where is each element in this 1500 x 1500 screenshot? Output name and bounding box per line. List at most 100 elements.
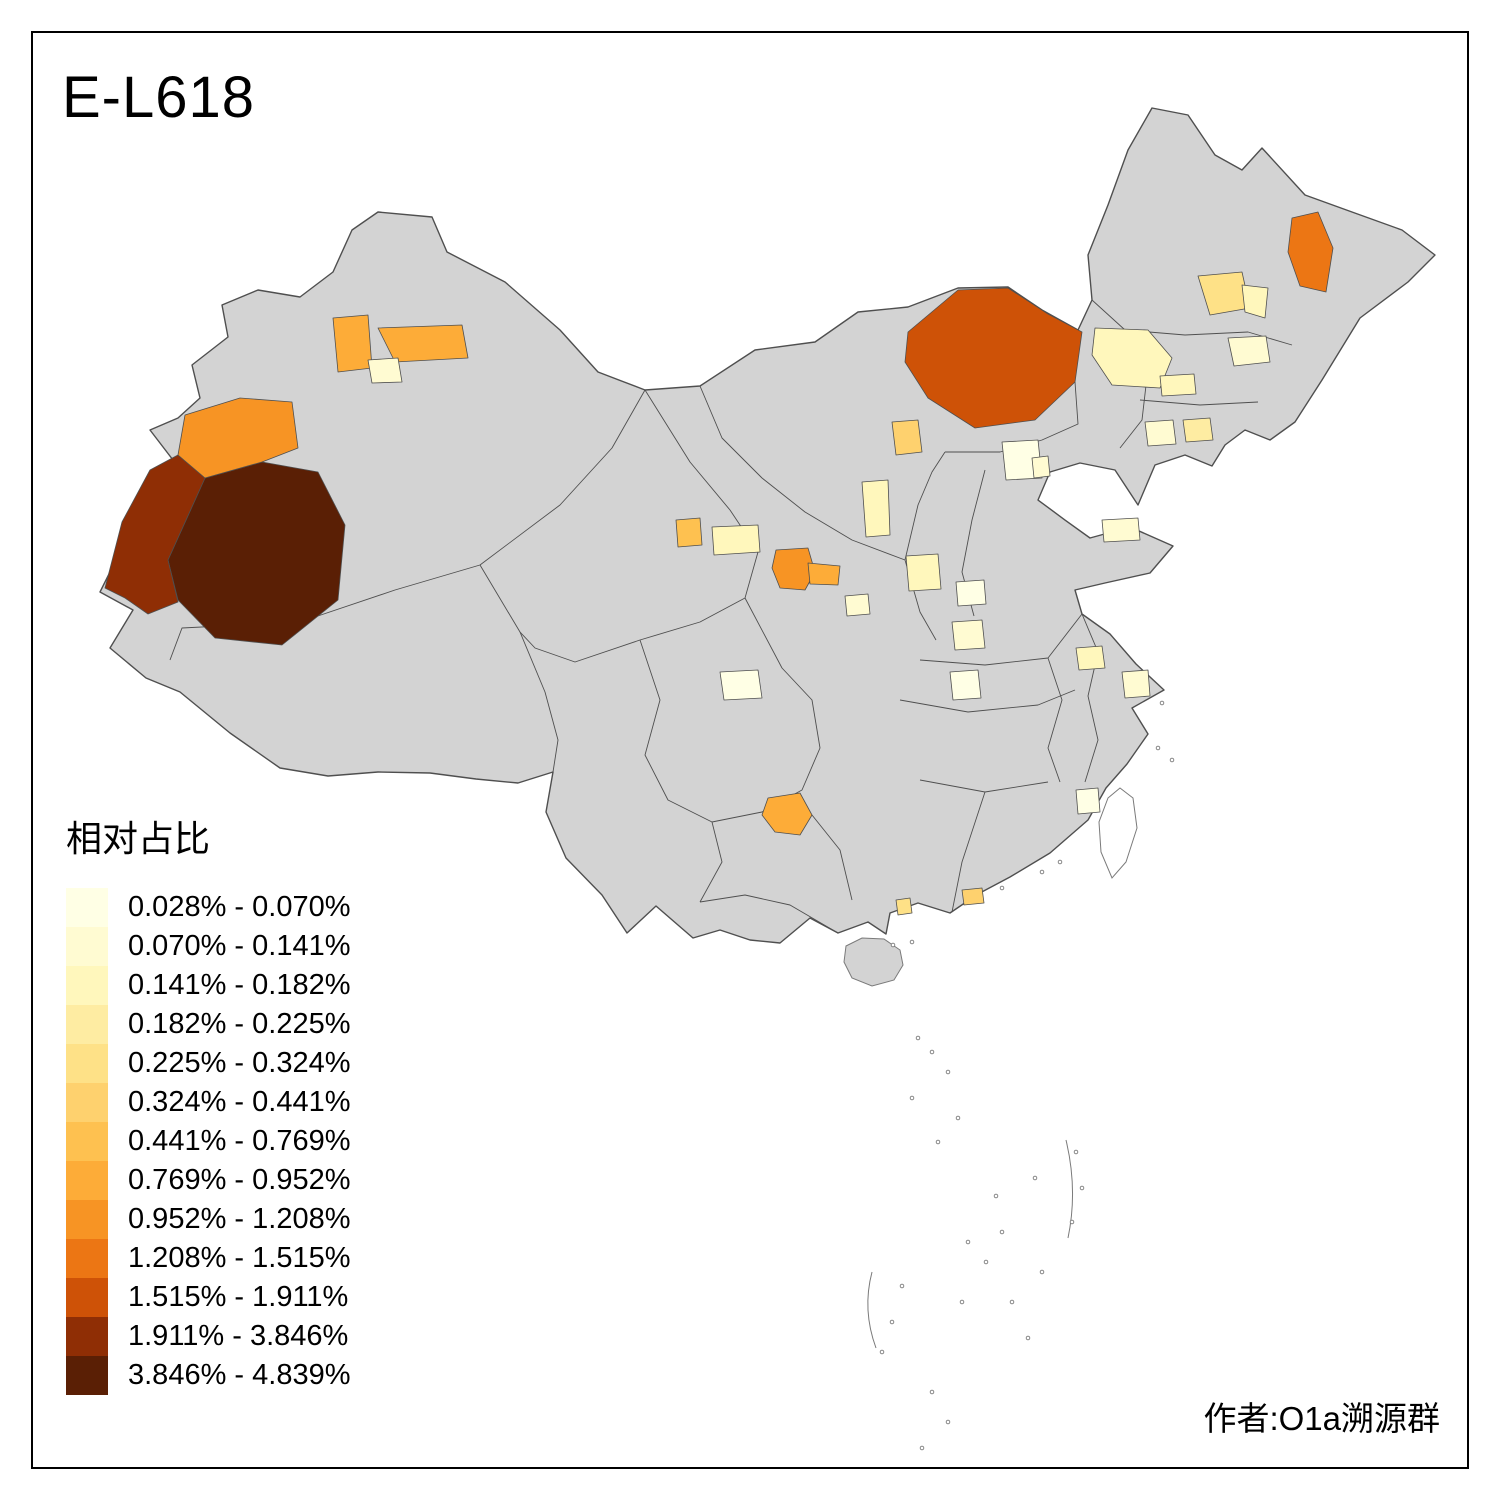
legend-bin-9: 0.952% - 1.208% [66, 1200, 350, 1239]
legend-label: 0.952% - 1.208% [128, 1203, 351, 1235]
map-region-r11 [1091, 327, 1173, 389]
legend-label: 0.028% - 0.070% [128, 891, 351, 923]
province-border [479, 564, 559, 773]
sea-islet [1025, 1335, 1031, 1341]
island-chain-outline [867, 1271, 877, 1349]
legend-bin-3: 0.141% - 0.182% [66, 966, 350, 1005]
province-border [945, 381, 1079, 453]
legend-swatch [66, 1005, 108, 1044]
map-region-r19 [861, 479, 891, 538]
map-region-r21 [675, 517, 703, 548]
sea-islet [1079, 1185, 1085, 1191]
province-border [699, 821, 723, 903]
map-region-r2 [104, 454, 206, 615]
legend-swatch [66, 1083, 108, 1122]
sea-islet [959, 1299, 965, 1305]
province-border [1047, 657, 1063, 783]
sea-islet [915, 1035, 921, 1041]
map-region-r6 [367, 357, 403, 384]
province-border [1081, 613, 1099, 783]
legend-swatch [66, 1200, 108, 1239]
legend-bin-4: 0.182% - 0.225% [66, 1005, 350, 1044]
province-border [1139, 399, 1259, 406]
legend-swatch [66, 1278, 108, 1317]
sea-islet [1057, 859, 1063, 865]
province-border [919, 613, 1083, 666]
china-mainland [99, 107, 1436, 944]
sea-islet [909, 1095, 915, 1101]
legend-label: 1.208% - 1.515% [128, 1242, 351, 1274]
map-region-r15 [1144, 419, 1177, 447]
map-region-r29 [949, 669, 982, 701]
legend-bin-1: 0.028% - 0.070% [66, 888, 350, 927]
legend-bin-8: 0.769% - 0.952% [66, 1161, 350, 1200]
map-region-r27 [844, 593, 871, 617]
map-region-r33 [761, 792, 813, 836]
map-region-r24 [807, 562, 841, 586]
legend-bin-5: 0.225% - 0.324% [66, 1044, 350, 1083]
legend-bin-7: 0.441% - 0.769% [66, 1122, 350, 1161]
legend-bin-11: 1.515% - 1.911% [66, 1278, 350, 1317]
sea-islet [899, 1283, 905, 1289]
map-title: E-L618 [62, 65, 256, 130]
legend-swatch [66, 1044, 108, 1083]
legend-swatch [66, 1239, 108, 1278]
province-border [699, 894, 839, 934]
map-region-r14 [1182, 417, 1214, 443]
legend-label: 3.846% - 4.839% [128, 1359, 351, 1391]
map-region-r5 [377, 324, 469, 363]
legend-swatch [66, 1122, 108, 1161]
sea-islet [879, 1349, 885, 1355]
legend-swatch [66, 888, 108, 927]
province-border [904, 451, 946, 561]
legend-label: 0.182% - 0.225% [128, 1008, 351, 1040]
province-border [699, 385, 906, 561]
map-region-r13 [1159, 373, 1197, 397]
legend-title: 相对占比 [66, 818, 211, 859]
map-region-r12 [1227, 335, 1271, 367]
legend-swatch [66, 1161, 108, 1200]
map-region-r7 [904, 287, 1083, 429]
island-chain-outline [1065, 1139, 1073, 1239]
map-region-r20 [1101, 517, 1141, 543]
map-region-r35 [961, 887, 985, 906]
sea-islet [1155, 745, 1161, 751]
sea-islet [1069, 1219, 1075, 1225]
legend-label: 0.141% - 0.182% [128, 969, 351, 1001]
sea-islet [919, 1445, 925, 1451]
province-border [811, 814, 853, 901]
sea-islet [1039, 1269, 1045, 1275]
map-region-r17 [1031, 455, 1051, 479]
sea-islet [909, 939, 915, 945]
legend-label: 0.769% - 0.952% [128, 1164, 351, 1196]
map-region-r34 [1075, 787, 1101, 815]
sea-islet [890, 942, 896, 948]
province-border [1124, 329, 1293, 346]
attribution-text: 作者:O1a溯源群 [1203, 1400, 1440, 1437]
map-region-r22 [711, 524, 761, 556]
sea-islet [983, 1259, 989, 1265]
province-border [169, 389, 646, 661]
map-region-r23 [771, 547, 816, 591]
sea-islet [999, 885, 1005, 891]
province-border [639, 597, 821, 823]
province-border [519, 389, 759, 663]
legend-label: 1.911% - 3.846% [128, 1320, 349, 1352]
island-hainan [843, 937, 904, 987]
sea-islet [929, 1389, 935, 1395]
legend-label: 0.070% - 0.141% [128, 930, 351, 962]
legend-bin-2: 0.070% - 0.141% [66, 927, 350, 966]
legend-swatch [66, 966, 108, 1005]
legend-label: 1.515% - 1.911% [128, 1281, 349, 1313]
sea-islet [945, 1419, 951, 1425]
map-region-r31 [1075, 645, 1106, 671]
map-region-r36 [895, 897, 913, 916]
sea-islet [999, 1229, 1005, 1235]
legend-swatch [66, 1317, 108, 1356]
legend-bin-10: 1.208% - 1.515% [66, 1239, 350, 1278]
map-region-r3 [177, 397, 299, 479]
map-region-r4 [332, 314, 373, 373]
sea-islet [935, 1139, 941, 1145]
